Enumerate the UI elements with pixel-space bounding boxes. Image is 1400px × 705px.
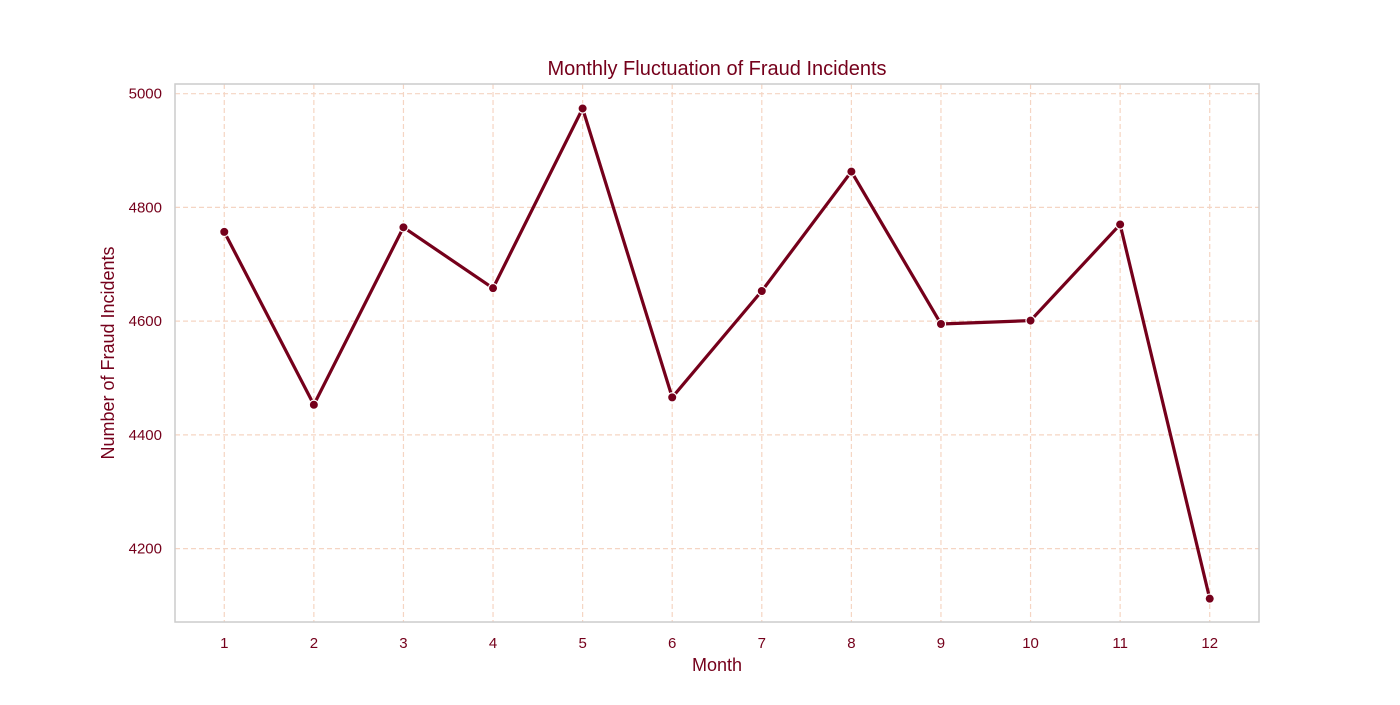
data-point (308, 399, 320, 410)
data-point (1025, 315, 1036, 326)
data-point (487, 282, 499, 294)
data-point (577, 103, 588, 114)
x-axis-label: Month (692, 655, 742, 675)
y-axis-label: Number of Fraud Incidents (98, 246, 118, 459)
x-tick-label: 2 (310, 635, 318, 652)
x-tick-label: 12 (1201, 635, 1218, 652)
x-tick-label: 8 (847, 635, 855, 652)
x-tick-label: 7 (758, 635, 766, 652)
data-point (935, 318, 947, 330)
x-tick-label: 4 (489, 635, 497, 652)
data-point (1204, 593, 1215, 604)
x-tick-label: 5 (578, 635, 586, 652)
data-point (667, 392, 678, 403)
data-point (756, 285, 767, 297)
data-point (846, 166, 857, 177)
x-tick-label: 10 (1022, 635, 1039, 652)
y-tick-label: 4600 (129, 313, 162, 330)
series-fraud-incidents (219, 103, 1215, 604)
y-tick-label: 4800 (129, 199, 162, 216)
axes-frame (174, 83, 1260, 623)
x-tick-label: 9 (937, 635, 945, 652)
data-point (219, 226, 230, 238)
series-line (222, 106, 1212, 601)
chart-title: Monthly Fluctuation of Fraud Incidents (547, 58, 886, 80)
x-tick-label: 3 (399, 635, 407, 652)
x-tick-label: 6 (668, 635, 676, 652)
x-tick-label: 11 (1112, 635, 1128, 652)
data-point (398, 222, 409, 233)
y-tick-label: 4200 (129, 541, 162, 558)
y-tick-label: 5000 (129, 86, 162, 103)
y-tick-label: 4400 (129, 427, 162, 444)
x-tick-label: 1 (220, 635, 228, 652)
data-point (1114, 219, 1126, 230)
